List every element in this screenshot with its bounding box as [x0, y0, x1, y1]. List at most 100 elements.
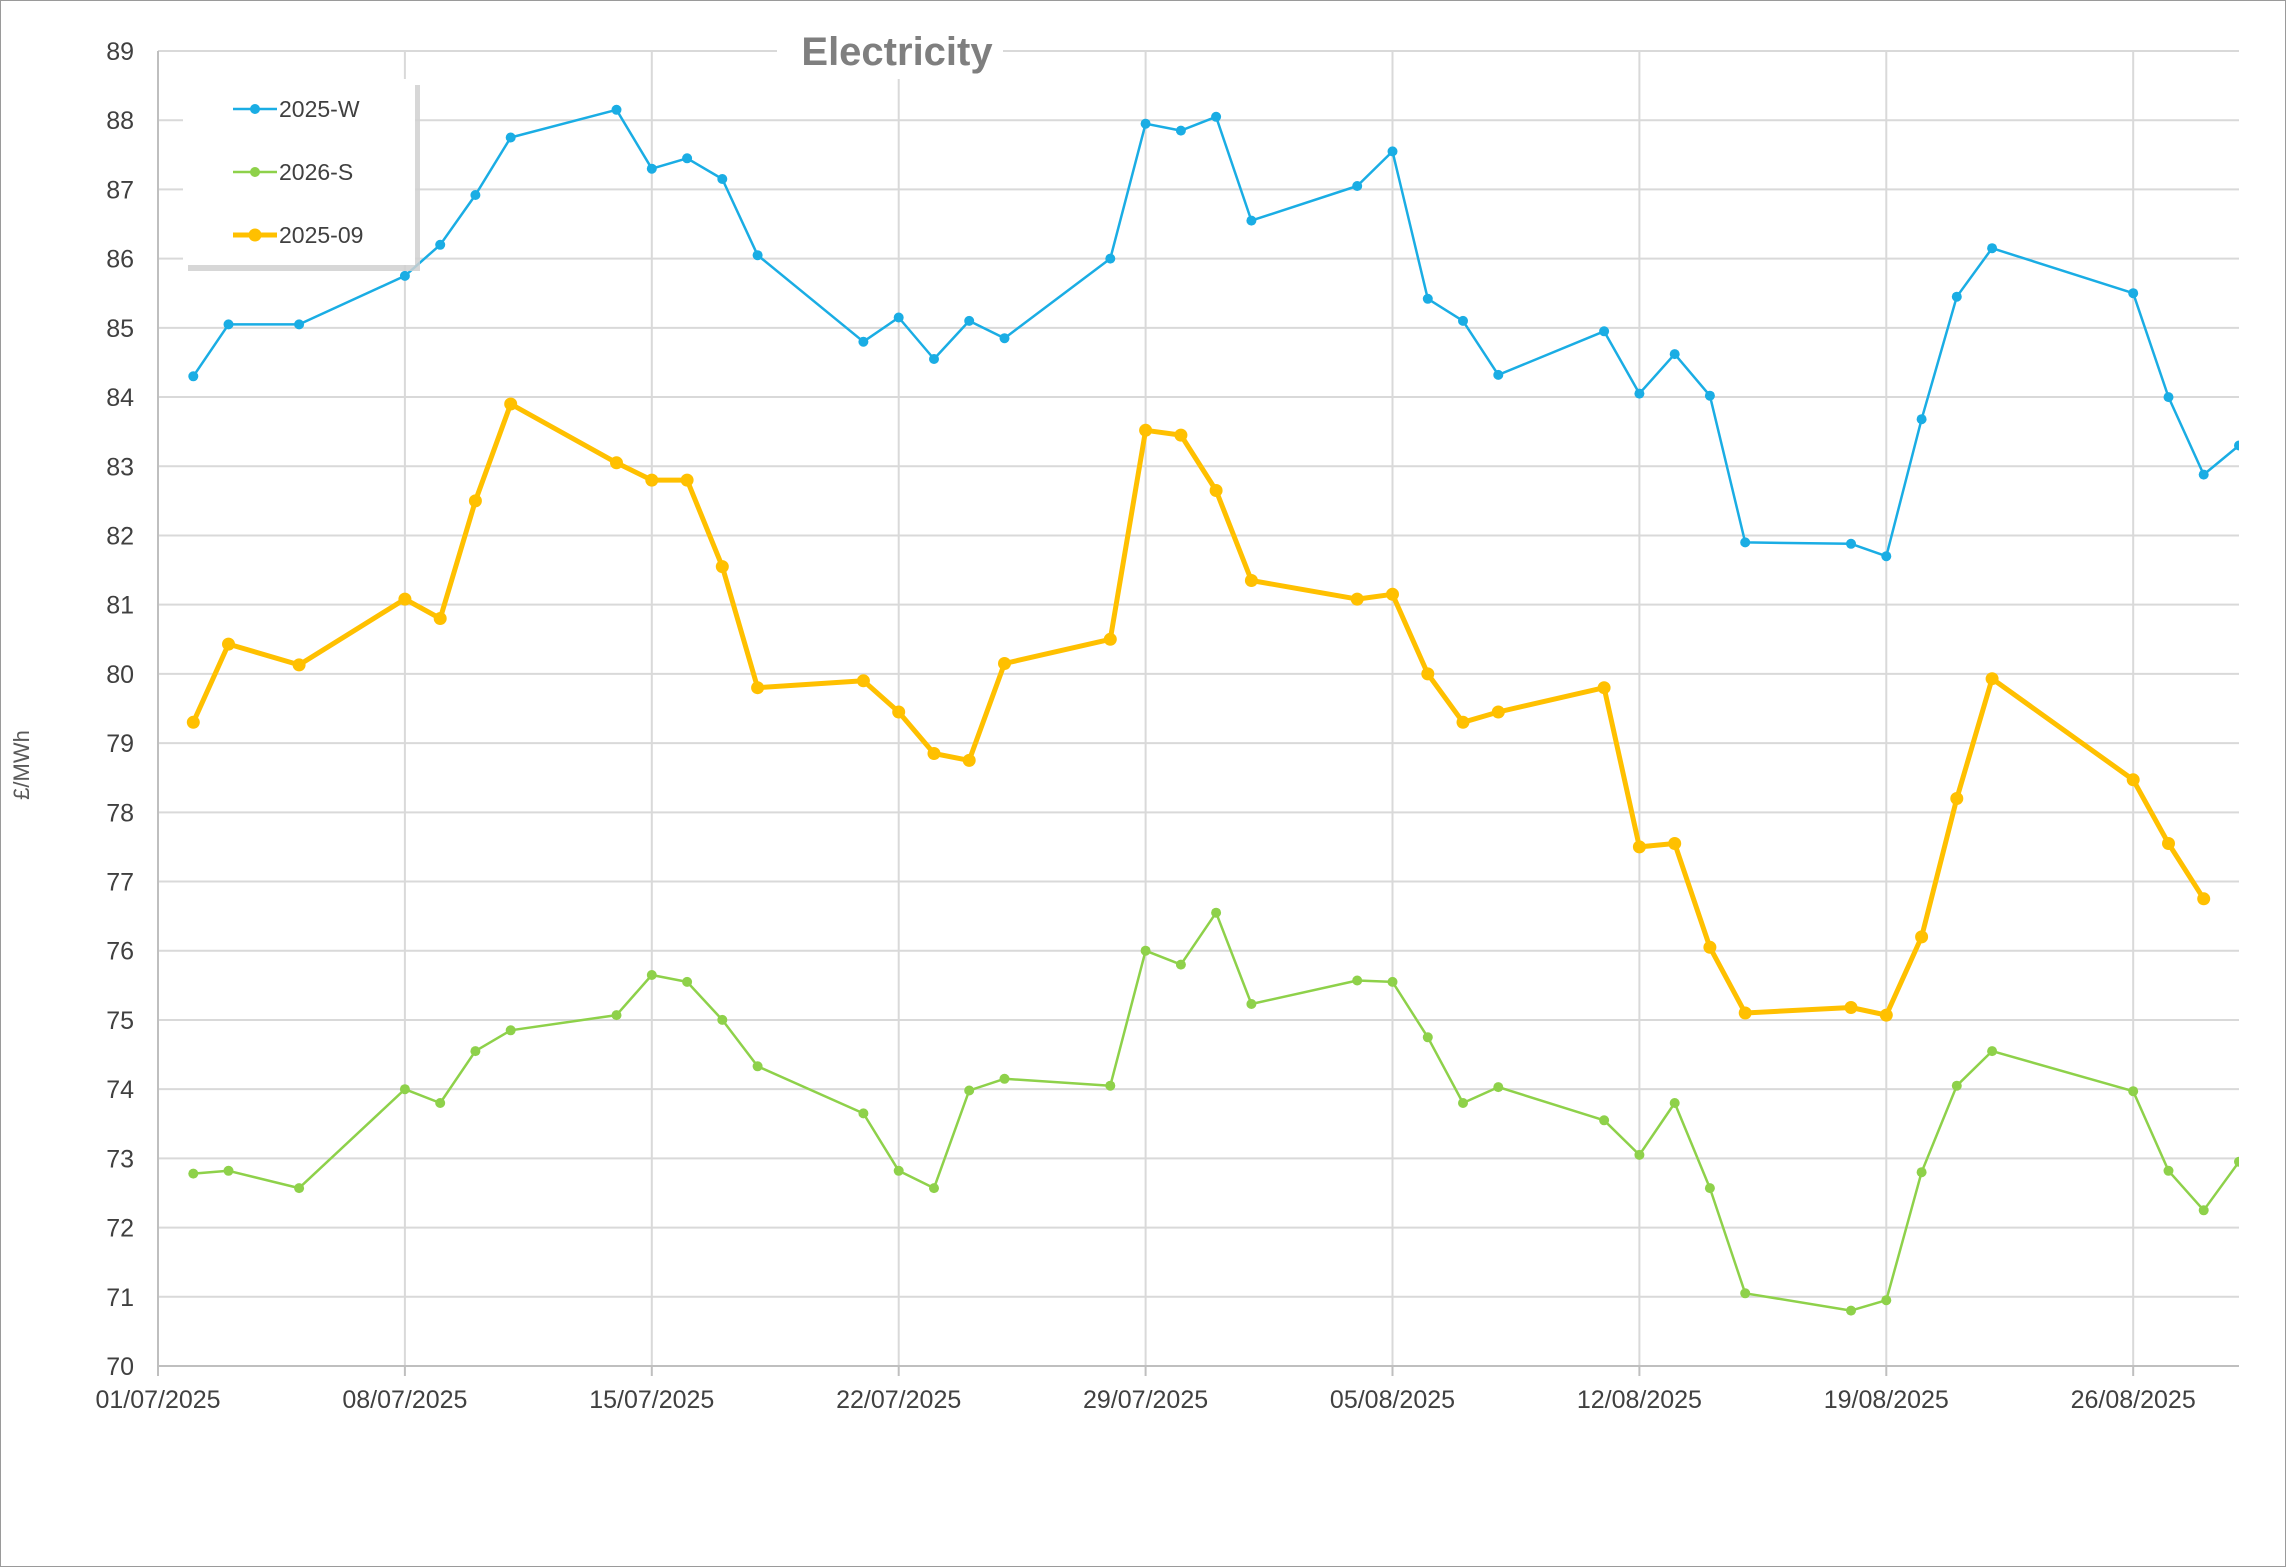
data-point — [1985, 672, 1999, 686]
data-point — [1175, 959, 1186, 970]
data-point — [1846, 1305, 1856, 1316]
data-point — [2163, 1165, 2174, 1176]
data-point — [294, 1183, 305, 1194]
data-point — [1951, 1080, 1962, 1091]
data-point — [1458, 315, 1468, 326]
data-point — [646, 970, 657, 980]
data-point — [1597, 681, 1611, 695]
data-point — [1634, 388, 1645, 399]
y-tick-label: 84 — [106, 384, 134, 412]
x-tick-label: 12/08/2025 — [1577, 1386, 1702, 1414]
data-point — [1211, 907, 1222, 918]
data-point — [1246, 215, 1257, 226]
data-point — [2197, 892, 2211, 906]
data-point — [611, 1010, 622, 1021]
data-point — [2126, 773, 2140, 787]
x-tick-label: 15/07/2025 — [589, 1386, 714, 1414]
y-tick-label: 87 — [106, 176, 134, 204]
legend-box — [183, 79, 415, 265]
legend-item: 2025-W — [233, 96, 360, 122]
data-point — [1175, 125, 1186, 136]
data-point — [223, 1165, 234, 1176]
data-point — [1951, 291, 1962, 302]
data-point — [2162, 837, 2175, 850]
data-point — [752, 250, 763, 261]
y-tick-label: 71 — [106, 1284, 134, 1312]
x-tick-label: 29/07/2025 — [1083, 1386, 1208, 1414]
y-tick-label: 83 — [106, 453, 134, 481]
data-point — [680, 473, 694, 487]
data-point — [998, 657, 1011, 670]
data-point — [1140, 945, 1151, 956]
data-point — [1669, 1098, 1680, 1108]
data-point — [292, 658, 306, 672]
data-point — [505, 1025, 516, 1036]
y-tick-label: 80 — [106, 661, 134, 689]
data-point — [1458, 1098, 1468, 1108]
legend-swatch-marker — [248, 228, 262, 242]
data-point — [1703, 940, 1717, 954]
y-tick-label: 86 — [106, 246, 134, 274]
series-2025-W — [188, 104, 2239, 562]
data-point — [1632, 840, 1646, 854]
data-point — [1105, 253, 1116, 264]
data-point — [1844, 1001, 1858, 1014]
data-point — [1421, 667, 1435, 681]
data-point — [1740, 1288, 1751, 1299]
data-point — [398, 592, 412, 606]
series-2026-S — [188, 907, 2239, 1316]
y-tick-label: 75 — [106, 1007, 134, 1035]
data-point — [858, 336, 869, 347]
data-point — [1387, 146, 1398, 157]
y-tick-label: 82 — [106, 522, 134, 550]
data-point — [2128, 288, 2139, 299]
data-point — [433, 612, 447, 625]
data-point — [856, 674, 870, 688]
y-tick-label: 89 — [106, 38, 134, 66]
chart-title: Electricity — [801, 30, 993, 74]
data-point — [1386, 587, 1399, 601]
data-point — [1350, 592, 1364, 606]
data-point — [893, 1165, 904, 1176]
data-point — [1422, 1032, 1433, 1043]
data-point — [505, 132, 516, 143]
series-line — [190, 401, 2207, 1018]
data-point — [2128, 1086, 2139, 1097]
y-tick-label: 85 — [106, 315, 134, 343]
y-tick-label: 78 — [106, 799, 134, 827]
data-point — [294, 319, 305, 330]
y-axis-label: £/MWh — [9, 730, 34, 800]
x-tick-label: 26/08/2025 — [2071, 1386, 2196, 1414]
data-point — [929, 354, 939, 364]
data-point — [1916, 1167, 1927, 1178]
title-background — [777, 21, 1003, 79]
data-point — [1987, 1046, 1998, 1057]
data-point — [1950, 792, 1964, 805]
data-point — [1387, 976, 1398, 987]
data-point — [435, 239, 446, 250]
y-tick-label: 81 — [106, 592, 134, 620]
data-point — [1668, 837, 1682, 850]
data-point — [1881, 1295, 1892, 1306]
y-tick-label: 76 — [106, 938, 134, 966]
data-point — [751, 681, 765, 695]
data-point — [964, 315, 975, 326]
x-tick-label: 08/07/2025 — [342, 1386, 467, 1414]
data-point — [186, 715, 200, 729]
data-point — [435, 1098, 446, 1108]
legend-item: 2026-S — [233, 159, 353, 185]
x-tick-label: 05/08/2025 — [1330, 1386, 1455, 1414]
data-point — [2234, 440, 2239, 451]
data-point — [682, 153, 693, 164]
legend-swatch-marker — [250, 167, 260, 177]
data-point — [1352, 181, 1363, 191]
data-point — [504, 397, 518, 411]
data-point — [1599, 1115, 1610, 1126]
x-tick-label: 22/07/2025 — [836, 1386, 961, 1414]
y-tick-label: 72 — [106, 1215, 134, 1243]
data-point — [1211, 111, 1222, 122]
data-point — [1105, 1080, 1116, 1091]
data-point — [399, 270, 410, 281]
data-point — [1493, 369, 1504, 380]
